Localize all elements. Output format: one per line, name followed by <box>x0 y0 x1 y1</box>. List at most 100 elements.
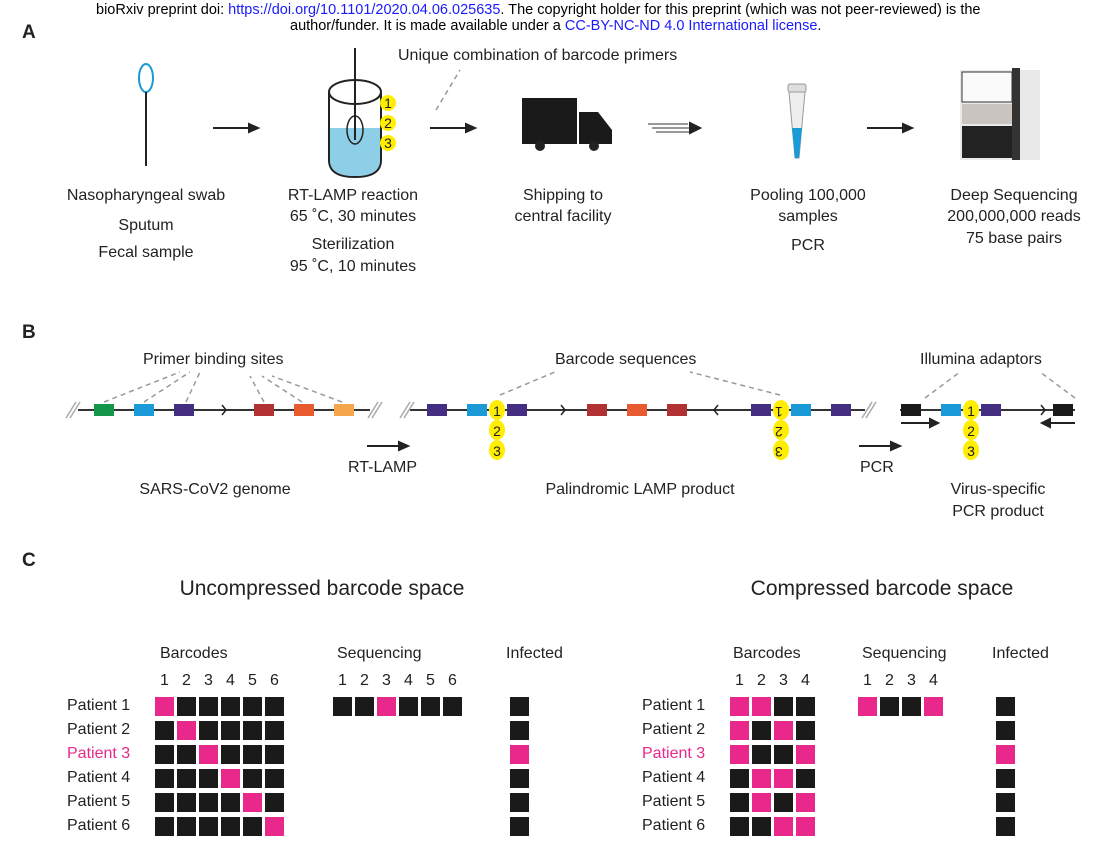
patient-label: Patient 6 <box>67 817 131 834</box>
barcode-cell-negative <box>796 721 815 740</box>
notice-text: . The copyright holder for this preprint… <box>500 2 981 18</box>
barcode-cell-negative <box>155 793 174 812</box>
barcode-cell-positive <box>155 697 174 716</box>
genome-label: SARS-CoV2 genome <box>139 481 291 498</box>
break-marks <box>65 401 877 419</box>
infected-cell-negative <box>996 697 1015 716</box>
sequencing-column-number: 1 <box>863 672 872 689</box>
barcode-cell-negative <box>155 721 174 740</box>
barcode-number: 2 <box>967 423 975 439</box>
sequencing-cell-negative <box>355 697 374 716</box>
barcode-primers-callout: Unique combination of barcode primers <box>398 47 678 64</box>
step-shipping-line: central facility <box>514 208 612 225</box>
barcode-cell-negative <box>155 817 174 836</box>
sequencing-column-number: 5 <box>426 672 435 689</box>
step-sequencing-line: 200,000,000 reads <box>947 208 1081 225</box>
pcr-product-label: PCR product <box>952 503 1044 520</box>
barcode-cell-negative <box>221 793 240 812</box>
barcode-cell-negative <box>243 817 262 836</box>
barcode-cell-positive <box>752 769 771 788</box>
barcode-number: 2 <box>384 115 392 131</box>
barcode-column-number: 4 <box>801 672 810 689</box>
callout-line <box>435 69 461 111</box>
sequencing-cell-negative <box>399 697 418 716</box>
barcode-cell-negative <box>221 745 240 764</box>
barcode-cell-negative <box>199 697 218 716</box>
infected-cell-negative <box>510 721 529 740</box>
barcode-cell-negative <box>155 745 174 764</box>
barcode-number: 3 <box>493 443 501 459</box>
sequencing-cell-negative <box>443 697 462 716</box>
infected-cell-negative <box>996 721 1015 740</box>
barcode-cell-negative <box>796 697 815 716</box>
sequencing-column-number: 6 <box>448 672 457 689</box>
patient-label: Patient 5 <box>67 793 131 810</box>
barcode-number-reversed: 1 <box>775 404 783 420</box>
sequencing-header: Sequencing <box>337 645 422 662</box>
barcode-cell-positive <box>796 817 815 836</box>
sequencing-column-number: 3 <box>907 672 916 689</box>
patient-label: Patient 3 <box>67 745 131 762</box>
barcode-cell-negative <box>265 697 284 716</box>
panel-a-label: A <box>22 22 36 43</box>
license-link[interactable]: CC-BY-NC-ND 4.0 International license <box>564 18 818 34</box>
barcode-cell-negative <box>774 793 793 812</box>
barcode-cell-negative <box>265 745 284 764</box>
infected-header: Infected <box>992 645 1049 662</box>
barcode-cell-negative <box>177 817 196 836</box>
sequencing-cell-negative <box>421 697 440 716</box>
infected-cell-negative <box>510 793 529 812</box>
doi-link[interactable]: https://doi.org/10.1101/2020.04.06.02563… <box>228 2 501 18</box>
patient-label: Patient 1 <box>642 697 706 714</box>
barcode-column-number: 1 <box>735 672 744 689</box>
patient-label: Patient 4 <box>642 769 706 786</box>
compressed-title: Compressed barcode space <box>750 577 1014 600</box>
barcode-cell-negative <box>243 721 262 740</box>
barcode-cell-negative <box>730 769 749 788</box>
barcode-number: 1 <box>493 403 501 419</box>
barcodes-header: Barcodes <box>160 645 228 662</box>
step-reaction-line: Sterilization <box>311 236 395 253</box>
patient-label: Patient 3 <box>642 745 706 762</box>
barcode-cell-positive <box>243 793 262 812</box>
barcode-number: 3 <box>967 443 975 459</box>
patient-label: Patient 4 <box>67 769 131 786</box>
panel-b-label: B <box>22 322 36 343</box>
barcode-column-number: 5 <box>248 672 257 689</box>
barcode-cell-negative <box>265 769 284 788</box>
process-arrows <box>367 417 1075 452</box>
pcr-product-label: Virus-specific <box>950 481 1046 498</box>
barcode-number: 3 <box>384 135 392 151</box>
barcode-cell-negative <box>730 793 749 812</box>
barcode-cell-positive <box>730 745 749 764</box>
step-pooling-line: samples <box>778 208 838 225</box>
barcode-cell-negative <box>199 769 218 788</box>
notice-text: author/funder. It is made available unde… <box>290 18 565 34</box>
sequencing-cell-negative <box>880 697 899 716</box>
pooling-tube-icon <box>787 83 807 159</box>
barcode-cell-negative <box>752 745 771 764</box>
lamp-product-label: Palindromic LAMP product <box>545 481 735 498</box>
step-sequencing-line: 75 base pairs <box>965 230 1063 247</box>
barcode-column-number: 2 <box>757 672 766 689</box>
barcode-column-number: 3 <box>779 672 788 689</box>
infected-cell-negative <box>510 769 529 788</box>
barcodes-header: Barcodes <box>733 645 801 662</box>
barcode-cell-negative <box>199 721 218 740</box>
barcode-column-number: 3 <box>204 672 213 689</box>
infected-cell-negative <box>996 769 1015 788</box>
barcode-cell-negative <box>774 697 793 716</box>
barcode-cell-positive <box>774 721 793 740</box>
barcode-number: 1 <box>967 403 975 419</box>
barcode-cell-negative <box>221 721 240 740</box>
barcode-cell-negative <box>155 769 174 788</box>
infected-cell-negative <box>996 817 1015 836</box>
sequencing-cell-negative <box>333 697 352 716</box>
barcode-cell-negative <box>774 745 793 764</box>
barcode-column-number: 2 <box>182 672 191 689</box>
sequencing-cell-positive <box>924 697 943 716</box>
barcode-cell-positive <box>752 793 771 812</box>
step-pooling-line: Pooling 100,000 <box>750 187 866 204</box>
barcode-cell-negative <box>177 745 196 764</box>
